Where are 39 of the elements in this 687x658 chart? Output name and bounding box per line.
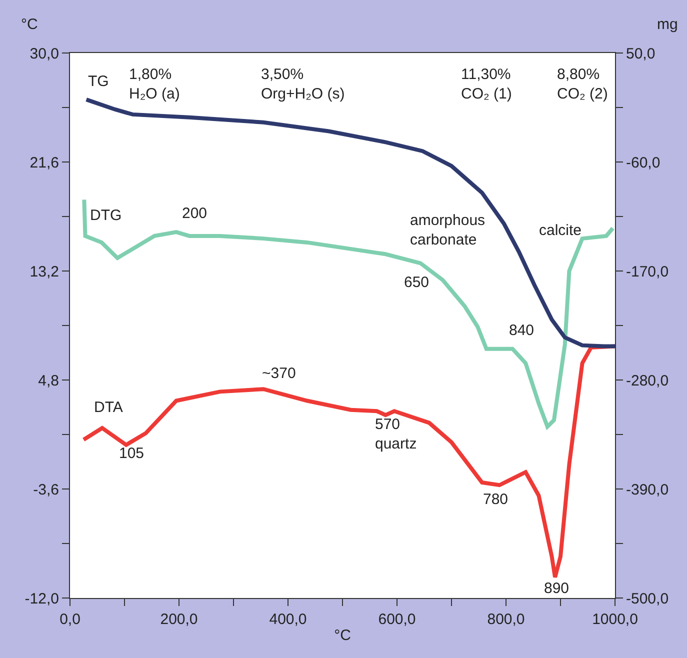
annotation: amorphous carbonate — [410, 212, 486, 248]
annotation: 105 — [119, 445, 144, 462]
annotation: 200 — [182, 205, 208, 222]
annotation: 650 — [404, 274, 430, 291]
annotation: 11,30% CO₂ (1) — [461, 66, 512, 102]
series-label: DTG — [90, 207, 122, 224]
y-tick-label: 4,8 — [38, 372, 59, 390]
annotation: 3,50% Org+H₂O (s) — [261, 66, 345, 102]
y-axis-title: °C — [21, 16, 38, 33]
y2-tick-label: -170,0 — [626, 263, 669, 280]
annotation: 1,80% H₂O (a) — [129, 66, 180, 102]
y-tick-label: -12,0 — [24, 590, 59, 608]
annotation: 840 — [509, 322, 534, 339]
annotation: calcite — [539, 222, 582, 239]
y2-tick-label: -500,0 — [626, 590, 669, 608]
annotation: 570 quartz — [375, 416, 417, 452]
y-tick-label: 13,2 — [30, 263, 59, 280]
y2-tick-label: 50,0 — [626, 45, 656, 62]
series-label: DTA — [94, 399, 123, 416]
annotation: 8,80% CO₂ (2) — [557, 66, 608, 102]
y2-tick-label: -390,0 — [626, 481, 669, 498]
y-tick-label: 30,0 — [30, 45, 59, 62]
y2-axis-title: mg — [657, 16, 678, 33]
series-label: TG — [88, 73, 109, 90]
y2-tick-label: -280,0 — [626, 372, 669, 390]
x-tick-label: 800,0 — [487, 611, 525, 628]
y2-tick-label: -60,0 — [626, 154, 660, 172]
y-tick-label: -3,6 — [33, 481, 59, 498]
annotation: 890 — [544, 580, 570, 597]
x-tick-label: 400,0 — [269, 611, 307, 628]
x-tick-label: 600,0 — [378, 611, 416, 628]
annotation: ~370 — [262, 365, 296, 382]
x-tick-label: 1000,0 — [592, 611, 638, 628]
y-tick-label: 21,6 — [30, 154, 59, 172]
line-series — [82, 198, 615, 429]
x-tick-label: 200,0 — [160, 611, 198, 628]
x-axis-title: °C — [334, 627, 352, 644]
annotation: 780 — [483, 491, 508, 508]
x-tick-label: 0,0 — [60, 611, 80, 628]
